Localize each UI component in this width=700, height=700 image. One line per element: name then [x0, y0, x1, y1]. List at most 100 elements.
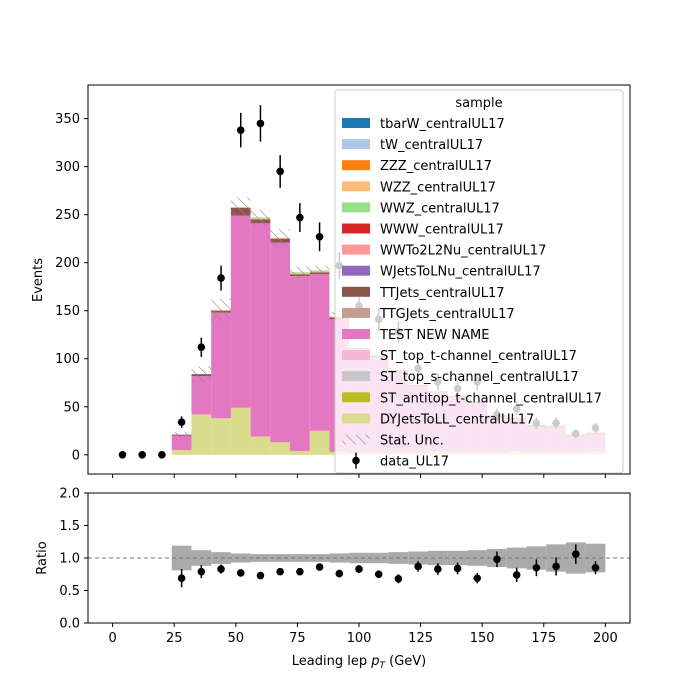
ratio-point-1: [197, 567, 206, 576]
ratio-x-tick-label: 175: [531, 631, 556, 646]
data-point-4: [197, 343, 206, 352]
ratio-unc-band-12: [349, 552, 369, 564]
legend-swatch: [342, 265, 370, 276]
ratio-y-axis: 0.0 0.5 1.0 1.5 2.0: [59, 487, 88, 632]
legend-swatch: [342, 223, 370, 234]
main-y-tick-label: 0: [72, 448, 80, 463]
main-y-tick-label: 150: [55, 304, 80, 319]
legend-entry-stat-unc-: Stat. Unc.: [342, 434, 444, 449]
ratio-point-21: [591, 563, 600, 572]
stat-unc-band-7: [250, 209, 271, 226]
legend-entry-st-antitop-t-channel-centralul17: ST_antitop_t-channel_centralUL17: [342, 391, 602, 406]
bar-test-new-name-3: [171, 435, 192, 450]
legend-swatch: [342, 160, 370, 171]
ratio-point-4: [256, 571, 265, 580]
ratio-x-tick-label: 125: [408, 631, 433, 646]
main-y-axis-label: Events: [31, 258, 46, 302]
main-y-tick-label: 350: [55, 112, 80, 127]
bar-dyjetstoll-centralul17-3: [171, 449, 192, 455]
stat-unc-band-10: [309, 265, 330, 276]
legend-label: TEST NEW NAME: [379, 328, 489, 343]
legend-entry-wzz-centralul17: WZZ_centralUL17: [342, 180, 496, 195]
legend-label: ST_antitop_t-channel_centralUL17: [380, 391, 602, 406]
legend-title: sample: [455, 96, 502, 111]
legend-swatch: [342, 392, 370, 403]
main-panel: 0 50 100 150 200 250 300 350 Events sample tbar…: [31, 84, 631, 478]
ratio-x-axis: 0 25 50 75 100 125 150 175 200: [108, 623, 618, 646]
ratio-point-8: [335, 569, 344, 578]
legend-entry-wwto2l2nu-centralul17: WWTo2L2Nu_centralUL17: [342, 244, 546, 259]
bar-test-new-name-10: [309, 274, 330, 431]
ratio-y-tick-label: 0.0: [59, 617, 80, 632]
main-x-ticks: [112, 474, 606, 478]
legend-entry-wjetstolnu-centralul17: WJetsToLNu_centralUL17: [342, 265, 541, 280]
ratio-y-tick-label: 0.5: [59, 584, 80, 599]
main-y-tick-label: 250: [55, 208, 80, 223]
legend-label: ST_top_t-channel_centralUL17: [380, 349, 577, 364]
legend-entry-tw-centralul17: tW_centralUL17: [342, 138, 483, 153]
legend-entry-tbarw-centralul17: tbarW_centralUL17: [342, 117, 505, 132]
legend-swatch: [342, 329, 370, 339]
bar-dyjetstoll-centralul17-5: [211, 418, 231, 455]
bar-dyjetstoll-centralul17-6: [230, 407, 251, 455]
legend-swatch: [342, 244, 370, 255]
data-point-8: [276, 167, 284, 176]
bar-test-new-name-9: [290, 276, 310, 451]
ratio-x-tick-label: 0: [108, 631, 116, 646]
ratio-frame: [87, 492, 631, 624]
ratio-x-tick-label: 150: [470, 631, 495, 646]
ratio-x-tick-label: 200: [593, 631, 618, 646]
ratio-point-7: [315, 563, 324, 571]
legend-label: tbarW_centralUL17: [380, 117, 505, 132]
main-y-tick-label: 100: [55, 352, 80, 367]
data-point-7: [256, 119, 265, 128]
bar-dyjetstoll-centralul17-4: [191, 414, 212, 455]
legend-label: WJetsToLNu_centralUL17: [380, 265, 541, 280]
legend-entry-zzz-centralul17: ZZZ_centralUL17: [342, 159, 492, 174]
ratio-point-2: [217, 565, 225, 573]
ratio-point-16: [493, 555, 501, 564]
ratio-y-tick-label: 2.0: [59, 487, 80, 502]
stat-unc-band-9: [290, 266, 310, 279]
ratio-point-9: [355, 565, 363, 573]
legend-marker: [352, 456, 360, 465]
legend-swatch: [342, 286, 370, 297]
ratio-y-tick-label: 1.0: [59, 552, 80, 567]
bar-test-new-name-6: [230, 215, 251, 408]
ratio-point-0: [177, 574, 186, 582]
ratio-unc-band-7: [250, 554, 271, 562]
legend-entry-ttgjets-centralul17: TTGJets_centralUL17: [342, 307, 515, 322]
data-point-9: [296, 213, 304, 222]
bar-test-new-name-5: [211, 312, 231, 419]
legend-label: DYJetsToLL_centralUL17: [380, 412, 534, 427]
legend-label: ZZZ_centralUL17: [380, 159, 492, 174]
ratio-point-11: [394, 575, 403, 583]
legend-label: TTJets_centralUL17: [379, 286, 505, 301]
ratio-x-tick-label: 25: [166, 631, 183, 646]
ratio-y-tick-label: 1.5: [59, 519, 80, 534]
legend-swatch: [342, 139, 370, 150]
stat-unc-band-5: [211, 298, 231, 322]
ratio-unc-band-11: [329, 553, 350, 563]
legend-label: WWW_centralUL17: [380, 223, 504, 238]
legend-swatch: [342, 307, 370, 318]
main-y-tick-label: 50: [63, 400, 80, 415]
data-point-3: [177, 418, 186, 426]
bar-test-new-name-4: [191, 376, 212, 415]
legend-entry-test-new-name: TEST NEW NAME: [342, 328, 489, 343]
main-y-tick-label: 200: [55, 256, 80, 271]
legend-label: Stat. Unc.: [380, 434, 444, 449]
ratio-unc-band-6: [230, 553, 251, 563]
ratio-x-tick-label: 75: [289, 631, 306, 646]
ratio-x-tick-label: 50: [228, 631, 245, 646]
legend-entry-dyjetstoll-centralul17: DYJetsToLL_centralUL17: [342, 412, 534, 427]
ratio-plot-area: [88, 542, 630, 588]
data-point-5: [217, 274, 225, 282]
legend-swatch: [342, 413, 370, 424]
ratio-point-20: [572, 550, 580, 558]
main-y-tick-label: 300: [55, 160, 80, 175]
ratio-panel: 0.0 0.5 1.0 1.5 2.0 0 25 50 75 100 125 150 175 200 R…: [35, 487, 631, 671]
legend-entry-data-ul17: data_UL17: [352, 452, 449, 470]
legend-entry-wwz-centralul17: WWZ_centralUL17: [342, 201, 500, 216]
ratio-point-6: [296, 567, 304, 576]
